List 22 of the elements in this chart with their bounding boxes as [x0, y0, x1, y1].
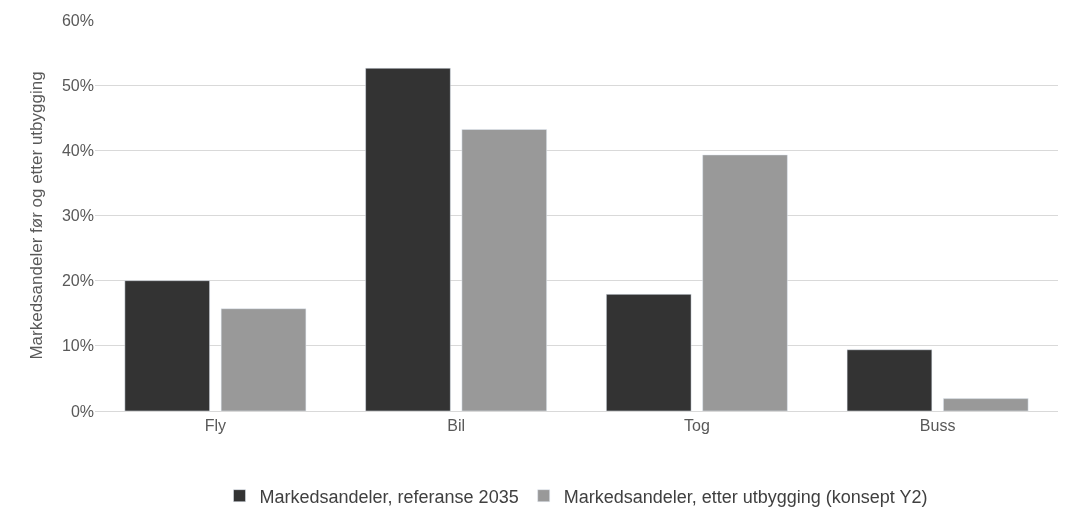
- y-tick-label: 0%: [70, 402, 94, 420]
- y-tick-label: 10%: [61, 337, 94, 355]
- y-tick-label: 30%: [61, 207, 94, 225]
- x-tick-label: Fly: [204, 417, 227, 435]
- bar: [124, 280, 210, 411]
- y-tick-label: 40%: [61, 141, 94, 159]
- y-tick-label: 60%: [61, 11, 94, 29]
- bar: [606, 294, 692, 411]
- y-axis-title: Markedsandeler før og etter utbygging: [26, 71, 46, 360]
- x-tick-label: Bil: [447, 417, 466, 435]
- bar: [846, 349, 933, 411]
- x-tick-label: Buss: [919, 417, 956, 435]
- y-tick-label: 50%: [61, 76, 94, 94]
- bar: [943, 398, 1029, 411]
- legend-label: Markedsandeler, referanse 2035: [259, 486, 519, 507]
- bar: [365, 67, 451, 411]
- y-tick-label: 20%: [61, 272, 94, 290]
- bar: [702, 154, 788, 411]
- x-tick-label: Tog: [683, 417, 710, 435]
- bar: [461, 129, 547, 411]
- bar: [220, 308, 307, 411]
- legend-label: Markedsandeler, etter utbygging (konsept Y2): [563, 486, 928, 507]
